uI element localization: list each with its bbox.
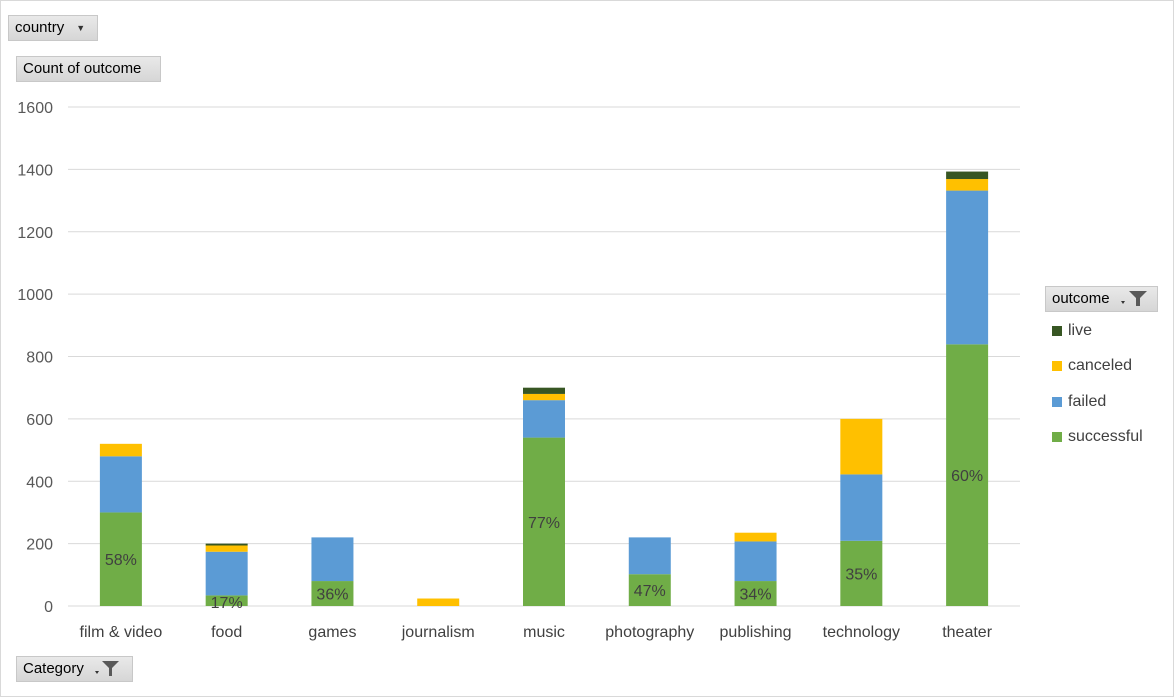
data-labels: 58% 17% 36% 77% 47% 34% 35% 60% [105, 468, 983, 612]
x-tick-label: journalism [401, 624, 475, 641]
legend-swatch-canceled [1052, 360, 1062, 371]
legend-item-failed[interactable]: failed [1052, 391, 1106, 413]
filter-icon [1120, 291, 1147, 307]
country-filter-label: country [15, 19, 65, 36]
data-label: 34% [740, 587, 772, 604]
y-axis-ticks: 0 200 400 600 800 1000 1200 1400 1600 [17, 100, 53, 616]
bar-failed[interactable] [946, 190, 989, 345]
legend-label-successful: successful [1068, 428, 1143, 445]
legend-item-live[interactable]: live [1052, 320, 1092, 342]
y-tick-label: 1600 [17, 100, 53, 117]
data-label: 60% [951, 468, 983, 485]
x-tick-label: food [211, 624, 242, 641]
bar-failed[interactable] [840, 474, 883, 541]
x-tick-label: film & video [80, 624, 163, 641]
bar-successful[interactable] [628, 574, 671, 606]
x-tick-label: technology [823, 624, 900, 641]
data-label: 77% [528, 515, 560, 532]
dropdown-arrow-icon: ▼ [76, 23, 86, 34]
bar-successful[interactable] [99, 512, 142, 606]
y-tick-label: 600 [26, 412, 53, 429]
bar-successful[interactable] [523, 437, 565, 606]
bar-failed[interactable] [523, 400, 565, 438]
y-tick-label: 1000 [17, 287, 53, 304]
value-field-label: Count of outcome [23, 60, 142, 77]
x-tick-label: photography [605, 624, 694, 641]
x-tick-label: games [308, 624, 356, 641]
bar-canceled[interactable] [734, 532, 777, 542]
bar-canceled[interactable] [840, 418, 883, 475]
x-tick-label: music [523, 624, 565, 641]
x-tick-label: publishing [720, 624, 792, 641]
data-label: 17% [211, 595, 243, 612]
legend-item-successful[interactable]: successful [1052, 426, 1143, 448]
legend-label-live: live [1068, 322, 1093, 339]
bar-failed[interactable] [311, 537, 354, 582]
bar-live[interactable] [946, 171, 989, 180]
bar-failed[interactable] [628, 537, 671, 575]
bar-successful[interactable] [840, 540, 883, 606]
bar-failed[interactable] [734, 541, 777, 582]
x-axis-ticks: film & video food games journalism music phot… [80, 624, 993, 641]
legend-swatch-successful [1052, 431, 1062, 442]
bar-failed[interactable] [205, 551, 248, 596]
bar-failed[interactable] [99, 456, 142, 513]
value-field-button[interactable]: Count of outcome [16, 56, 161, 82]
bar-live[interactable] [523, 387, 565, 394]
legend-swatch-live [1052, 325, 1062, 336]
data-label: 47% [634, 583, 666, 600]
y-tick-label: 0 [44, 599, 53, 616]
outcome-field-label: outcome [1052, 290, 1110, 307]
country-filter-button[interactable]: country ▼ [8, 15, 98, 41]
bar-canceled[interactable] [523, 393, 565, 401]
legend-swatch-failed [1052, 396, 1062, 407]
filter-icon [95, 661, 120, 677]
bar-canceled[interactable] [417, 598, 460, 606]
y-tick-label: 800 [26, 350, 53, 367]
y-tick-label: 1400 [17, 162, 53, 179]
bar-successful[interactable] [946, 344, 989, 606]
bar-live[interactable] [205, 543, 248, 546]
y-tick-label: 200 [26, 537, 53, 554]
bar-successful[interactable] [205, 595, 248, 606]
category-field-label: Category [23, 660, 84, 677]
bar-canceled[interactable] [205, 545, 248, 552]
y-tick-label: 400 [26, 474, 53, 491]
bar-successful[interactable] [734, 581, 777, 606]
y-tick-label: 1200 [17, 225, 53, 242]
bar-successful[interactable] [311, 581, 354, 606]
data-label: 35% [845, 566, 877, 583]
legend-label-canceled: canceled [1068, 357, 1133, 374]
legend-label-failed: failed [1068, 393, 1107, 410]
bar-canceled[interactable] [946, 179, 989, 191]
category-field-button[interactable]: Category [16, 656, 133, 682]
bar-canceled[interactable] [99, 443, 142, 457]
outcome-field-button[interactable]: outcome [1045, 286, 1158, 312]
data-label: 36% [316, 587, 348, 604]
x-tick-label: theater [942, 624, 992, 641]
bars [99, 171, 989, 606]
data-label: 58% [105, 552, 137, 569]
legend-item-canceled[interactable]: canceled [1052, 355, 1132, 377]
